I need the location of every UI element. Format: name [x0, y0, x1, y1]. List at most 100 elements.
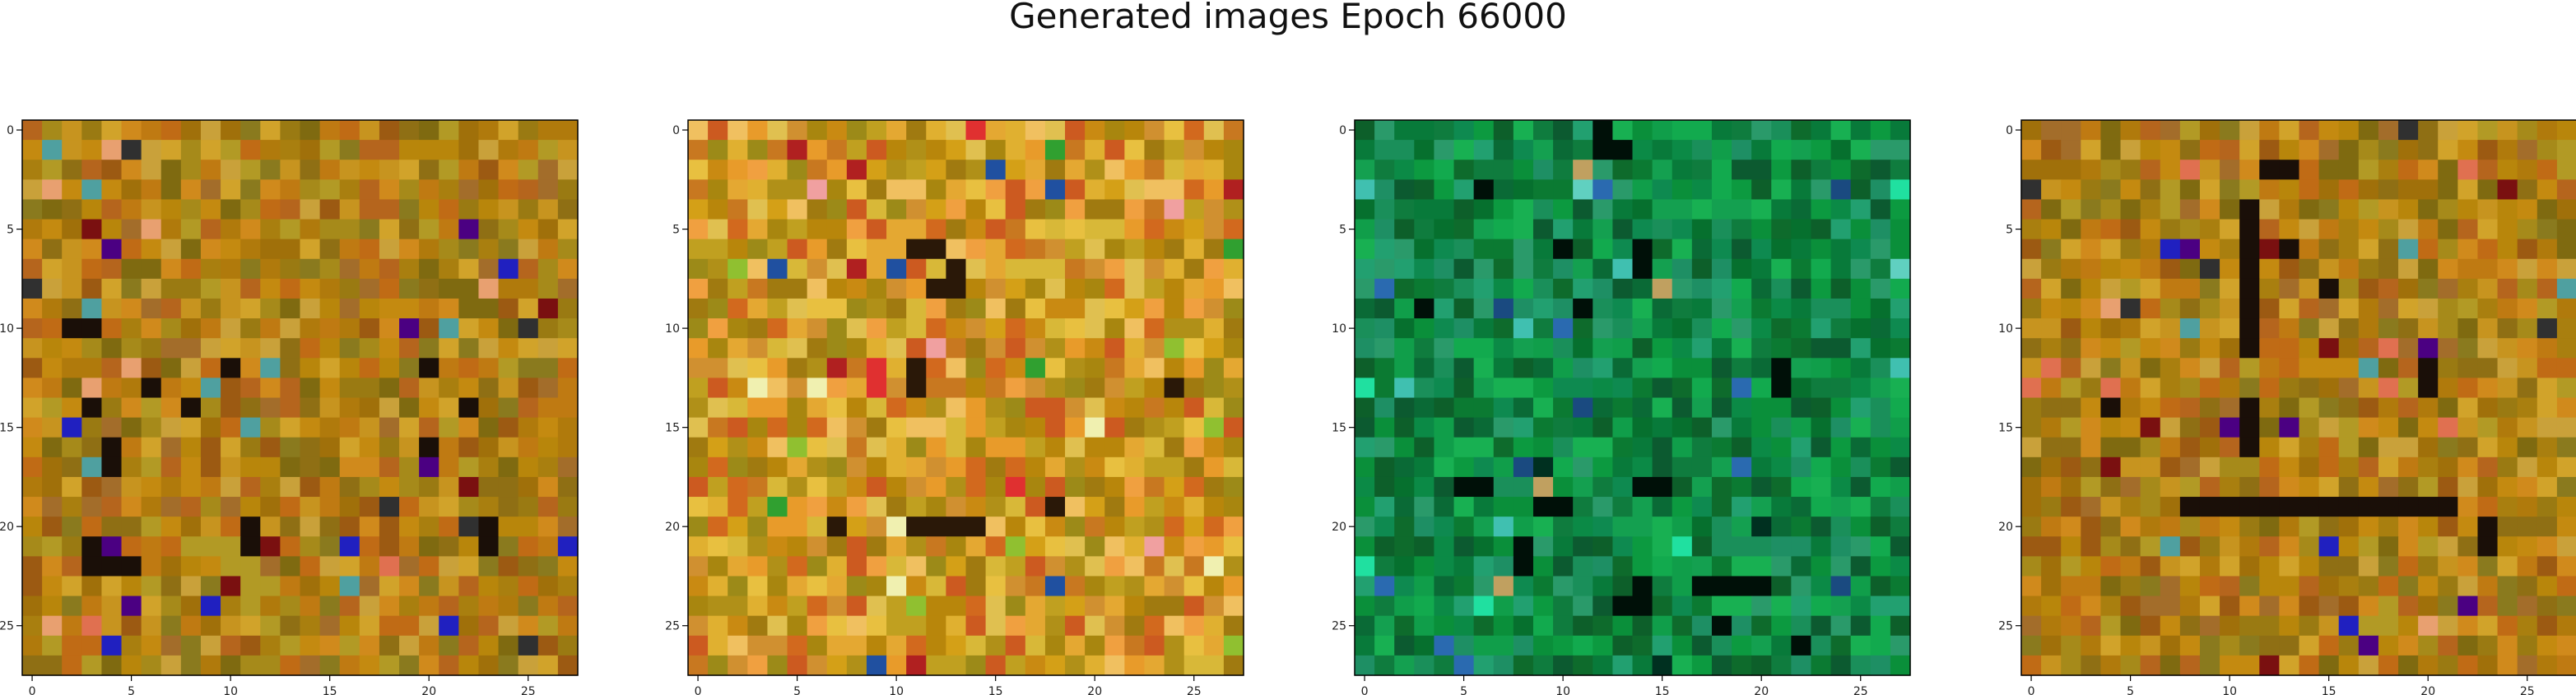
- pixel-cell: [240, 239, 261, 260]
- pixel-cell: [221, 437, 241, 458]
- pixel-cell: [260, 576, 281, 597]
- pixel-cell: [2100, 298, 2122, 319]
- pixel-cell: [221, 298, 241, 319]
- pixel-cell: [728, 615, 748, 637]
- pixel-cell: [221, 456, 241, 478]
- pixel-cell: [1473, 199, 1495, 220]
- pixel-cell: [1025, 615, 1046, 637]
- pixel-cell: [1434, 595, 1455, 617]
- pixel-cell: [280, 595, 301, 617]
- pixel-cell: [300, 318, 321, 339]
- pixel-cell: [728, 417, 748, 438]
- pixel-cell: [2418, 258, 2439, 280]
- pixel-cell: [1791, 517, 1812, 537]
- pixel-cell: [2477, 655, 2499, 676]
- pixel-cell: [1850, 417, 1872, 438]
- pixel-cell: [807, 655, 828, 676]
- pixel-cell: [1870, 655, 1891, 676]
- pixel-cell: [2081, 476, 2102, 498]
- pixel-cell: [985, 397, 1007, 419]
- pixel-cell: [728, 298, 748, 319]
- pixel-cell: [1850, 437, 1872, 458]
- pixel-cell: [498, 358, 519, 378]
- pixel-cell: [1890, 258, 1911, 280]
- pixel-cell: [1553, 179, 1574, 201]
- pixel-cell: [180, 199, 202, 220]
- pixel-cell: [240, 497, 261, 517]
- pixel-cell: [379, 239, 400, 260]
- pixel-cell: [1355, 140, 1375, 160]
- pixel-cell: [319, 160, 341, 180]
- pixel-cell: [826, 417, 848, 438]
- pixel-cell: [1104, 318, 1125, 339]
- pixel-cell: [1652, 239, 1673, 260]
- pixel-cell: [221, 378, 241, 399]
- pixel-cell: [1672, 615, 1693, 637]
- pixel-cell: [498, 456, 519, 478]
- pixel-cell: [1493, 615, 1514, 637]
- pixel-cell: [22, 456, 43, 478]
- pixel-cell: [260, 397, 281, 419]
- pixel-cell: [2517, 456, 2538, 478]
- pixel-cell: [557, 595, 579, 617]
- pixel-cell: [1811, 417, 1832, 438]
- pixel-cell: [2081, 595, 2102, 617]
- pixel-cell: [1164, 120, 1185, 141]
- pixel-cell: [866, 278, 887, 299]
- pixel-cell: [2299, 140, 2320, 160]
- pixel-cell: [1144, 318, 1165, 339]
- pixel-cell: [946, 615, 967, 637]
- pixel-cell: [2299, 576, 2320, 597]
- pixel-cell: [1632, 278, 1653, 299]
- pixel-cell: [2378, 219, 2399, 240]
- pixel-cell: [1791, 219, 1812, 240]
- pixel-cell: [1005, 655, 1026, 676]
- pixel-cell: [160, 517, 182, 537]
- pixel-cell: [2497, 635, 2518, 656]
- pixel-cell: [2536, 318, 2558, 339]
- pixel-cell: [1394, 358, 1415, 378]
- pixel-cell: [1870, 160, 1891, 180]
- pixel-cell: [1374, 556, 1395, 577]
- pixel-cell: [1751, 536, 1772, 557]
- pixel-cell: [2041, 199, 2062, 220]
- pixel-cell: [1065, 536, 1086, 557]
- pixel-cell: [81, 258, 103, 280]
- pixel-cell: [1652, 635, 1673, 656]
- pixel-cell: [1434, 456, 1455, 478]
- pixel-cell: [747, 517, 769, 537]
- pixel-cell: [1493, 160, 1514, 180]
- pixel-cell: [2239, 378, 2260, 399]
- pixel-cell: [379, 476, 400, 498]
- pixel-cell: [1493, 258, 1514, 280]
- pixel-cell: [160, 476, 182, 498]
- pixel-cell: [2021, 140, 2042, 160]
- pixel-cell: [2081, 397, 2102, 419]
- pixel-cell: [2199, 437, 2220, 458]
- pixel-cell: [1593, 595, 1613, 617]
- pixel-cell: [300, 655, 321, 676]
- pixel-cell: [1434, 576, 1455, 597]
- pixel-cell: [747, 358, 769, 378]
- pixel-cell: [946, 635, 967, 656]
- pixel-cell: [2358, 476, 2379, 498]
- pixel-cell: [846, 358, 867, 378]
- pixel-cell: [399, 556, 420, 577]
- pixel-cell: [240, 576, 261, 597]
- pixel-cell: [221, 397, 241, 419]
- pixel-cell: [1791, 179, 1812, 201]
- pixel-cell: [458, 536, 480, 557]
- pixel-cell: [1573, 456, 1593, 478]
- pixel-cell: [1850, 239, 1872, 260]
- pixel-cell: [1711, 258, 1732, 280]
- pixel-cell: [2140, 456, 2161, 478]
- pixel-cell: [1553, 397, 1574, 419]
- pixel-cell: [1355, 179, 1375, 201]
- pixel-cell: [2517, 140, 2538, 160]
- pixel-cell: [339, 655, 360, 676]
- pixel-cell: [379, 258, 400, 280]
- pixel-cell: [1830, 318, 1852, 339]
- pixel-cell: [1870, 576, 1891, 597]
- pixel-cell: [1672, 140, 1693, 160]
- pixel-cell: [240, 536, 261, 557]
